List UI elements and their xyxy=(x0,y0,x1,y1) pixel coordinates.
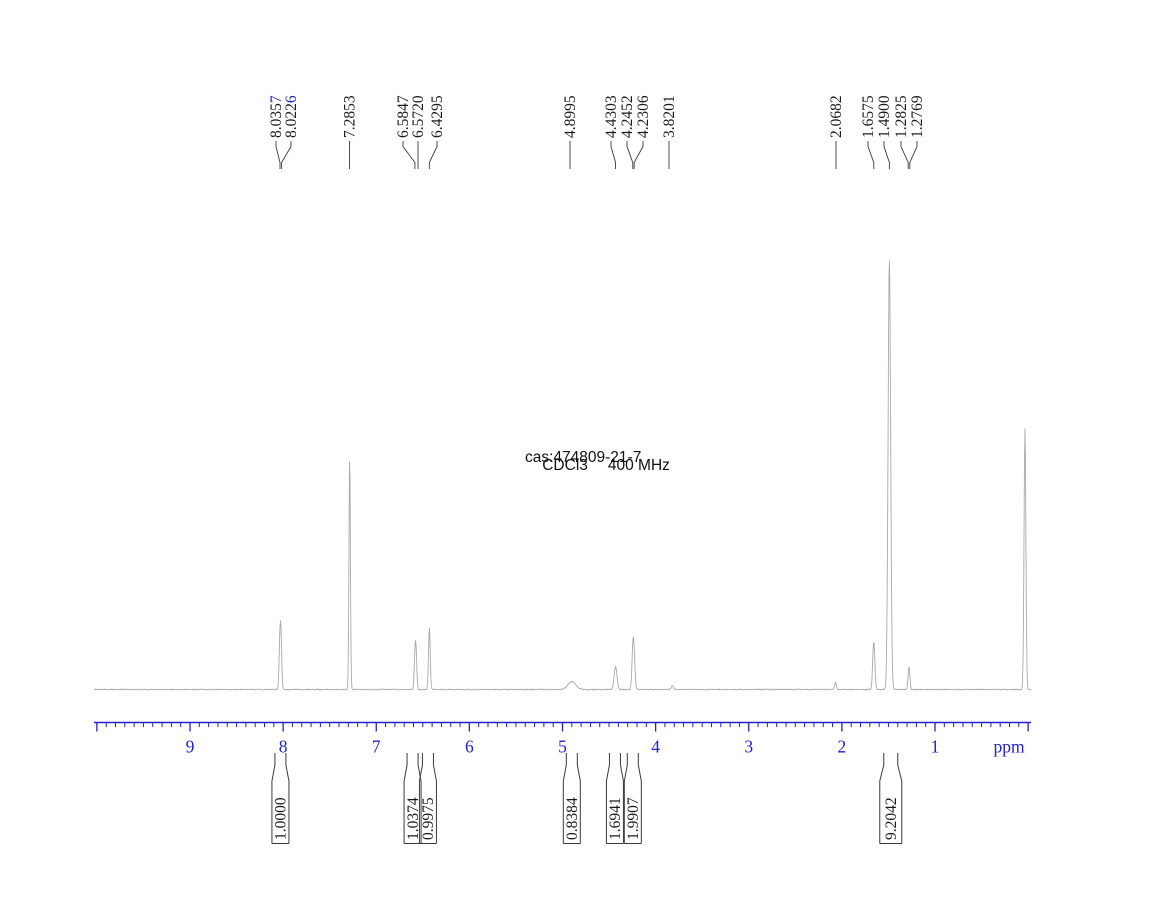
peak-label-blue-digit: 6 xyxy=(283,95,300,103)
peak-label: 4.4303 xyxy=(603,95,620,138)
peak-label: 6.5847 xyxy=(395,95,412,138)
solvent-annotation: CDCl3 400 MHz xyxy=(525,439,670,493)
peak-label: 1.6575 xyxy=(860,95,877,138)
peak-label: 4.8995 xyxy=(562,95,579,138)
integral-value: 0.8384 xyxy=(564,797,581,840)
peak-label-connector xyxy=(633,141,644,169)
peak-label-connector xyxy=(275,141,281,169)
integral-value: 0.9975 xyxy=(420,797,437,840)
axis-tick-label: 8 xyxy=(279,737,288,757)
peak-label: 6.5720 xyxy=(410,95,427,138)
peak-label-connector xyxy=(900,141,909,169)
peak-label: 3.8201 xyxy=(661,95,678,138)
peak-label: 7.2853 xyxy=(342,95,359,138)
x-axis-group: 9 8 7 6 5 4 3 2 1 ppm xyxy=(94,721,1031,757)
peak-label: 1.4900 xyxy=(876,95,893,138)
peak-label-connector xyxy=(428,141,438,169)
integral-value: 1.0374 xyxy=(405,797,422,840)
integral-bracket xyxy=(403,753,422,844)
cas-number: cas:474809-21-7 xyxy=(525,449,642,466)
peak-label-connector xyxy=(883,141,890,169)
peak-label-connector xyxy=(610,141,617,169)
axis-tick-label: 2 xyxy=(838,737,847,757)
peak-label: 1.2769 xyxy=(909,95,926,138)
integral-value: 1.6941 xyxy=(607,797,624,840)
integral-bracket xyxy=(271,753,290,844)
peak-label: 1.2825 xyxy=(893,95,910,138)
peak-label-connector xyxy=(281,141,292,169)
peak-label-connector xyxy=(402,141,416,169)
integral-bracket xyxy=(879,753,903,844)
peak-label: 4.2452 xyxy=(619,95,636,138)
integral-bracket xyxy=(418,753,437,844)
axis-tick-label: 5 xyxy=(558,737,567,757)
axis-tick-label: 3 xyxy=(744,737,753,757)
integral-value: 9.2042 xyxy=(883,797,900,840)
peak-label-connector xyxy=(867,141,875,169)
peak-label-connector xyxy=(626,141,634,169)
axis-tick-label: 4 xyxy=(651,737,660,757)
peak-label: 8.0357 xyxy=(268,95,285,138)
axis-tick-label: 6 xyxy=(465,737,474,757)
sample-annotation: cas:474809-21-7 xyxy=(525,413,641,503)
spectrum-curve xyxy=(93,260,1032,691)
axis-tick-label: 7 xyxy=(372,737,381,757)
peak-label: 8.0226 xyxy=(283,95,300,138)
peak-label: 2.0682 xyxy=(828,95,845,138)
integral-value: 1.9907 xyxy=(625,797,642,840)
integral-bracket xyxy=(623,753,642,844)
solvent-label: CDCl3 xyxy=(542,457,588,474)
frequency-label: 400 MHz xyxy=(607,457,670,474)
peak-label-connector xyxy=(909,141,918,169)
axis-tick-label: 1 xyxy=(931,737,940,757)
peak-label: 6.4295 xyxy=(429,95,446,138)
integral-bracket xyxy=(562,753,581,844)
peak-label: 4.2306 xyxy=(635,95,652,138)
integral-bracket xyxy=(605,753,624,844)
peak-label-blue-digit: 7 xyxy=(268,95,285,103)
axis-unit-label: ppm xyxy=(993,737,1025,757)
integral-value: 1.0000 xyxy=(273,797,290,840)
axis-tick-label: 9 xyxy=(186,737,195,757)
